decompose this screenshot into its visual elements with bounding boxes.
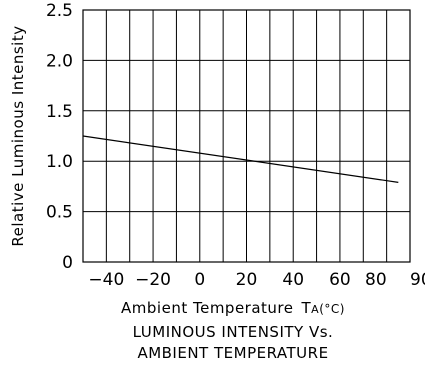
x-tick-label: 60 — [329, 270, 351, 290]
x-tick-label: 80 — [365, 270, 387, 290]
x-axis-label: Ambient Temperature TA(°C) — [121, 299, 345, 317]
grid-lines — [82, 9, 411, 263]
y-tick-label: 2.0 — [46, 51, 73, 71]
chart-title-line-1: LUMINOUS INTENSITY Vs. — [133, 323, 334, 341]
y-tick-label: 0 — [62, 253, 73, 273]
x-axis-label-symbol: T — [301, 299, 312, 317]
series-line-0 — [82, 135, 399, 183]
x-tick-label: −20 — [135, 270, 171, 290]
x-axis-label-unit: (°C) — [319, 302, 345, 316]
y-tick-label: 1.5 — [46, 102, 73, 122]
x-axis-label-text: Ambient Temperature — [121, 299, 293, 317]
chart-title-line-2: AMBIENT TEMPERATURE — [137, 344, 328, 362]
x-tick-label: 0 — [194, 270, 205, 290]
x-tick-label: 40 — [282, 270, 304, 290]
y-tick-label: 2.5 — [46, 1, 73, 21]
y-tick-labels: 0 0.5 1.0 1.5 2.0 2.5 — [46, 1, 73, 273]
y-tick-label: 1.0 — [46, 152, 73, 172]
x-tick-labels: −40 −20 0 20 40 60 80 90 — [88, 270, 425, 290]
y-axis-label: Relative Luminous Intensity — [9, 25, 27, 246]
y-tick-label: 0.5 — [46, 203, 73, 223]
x-tick-label: 20 — [236, 270, 258, 290]
x-axis-label-subscript: A — [311, 303, 319, 316]
series-layer — [82, 135, 399, 183]
x-tick-label: −40 — [88, 270, 124, 290]
x-tick-label: 90 — [410, 270, 425, 290]
